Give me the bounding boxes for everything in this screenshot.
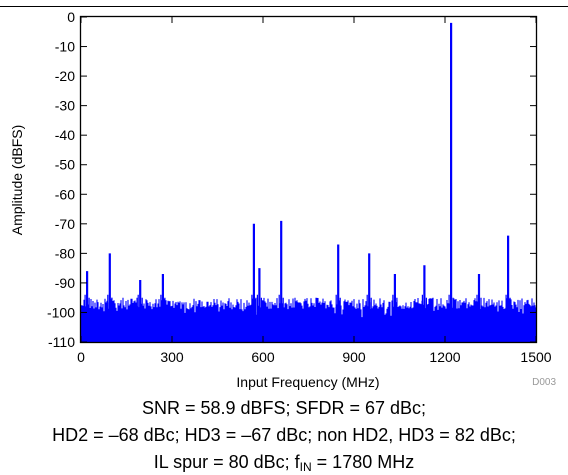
x-tick-label: 0 (77, 349, 85, 365)
spur-skirt (160, 294, 166, 342)
noise-floor (80, 297, 537, 342)
y-tick-label: -90 (55, 275, 75, 291)
spur-skirt (392, 294, 398, 342)
x-tick-label: 1200 (429, 349, 460, 365)
y-axis-label: Amplitude (dBFS) (9, 125, 25, 235)
spur-skirt (251, 294, 257, 342)
y-tick-label: -40 (55, 127, 75, 143)
spur-skirt (505, 294, 511, 342)
y-tick-labels: 0 -10 -20 -30 -40 -50 -60 -70 -80 -90 -100 -110 (47, 9, 75, 350)
spur-skirt (84, 294, 90, 342)
spur-skirt (335, 294, 341, 342)
y-tick-label: -80 (55, 245, 75, 261)
y-tick-label: -10 (55, 39, 75, 55)
y-tick-label: -100 (47, 304, 75, 320)
x-tick-label: 600 (251, 349, 275, 365)
spur-skirt (476, 294, 482, 342)
spur-skirt (448, 294, 454, 342)
y-tick-label: 0 (67, 9, 75, 25)
x-tick-label: 900 (342, 349, 366, 365)
plot-frame (79, 15, 538, 344)
spur-skirt (366, 294, 372, 342)
x-tick-label: 300 (160, 349, 184, 365)
caption-line-1: SNR = 58.9 dBFS; SFDR = 67 dBc; (141, 398, 427, 418)
y-tick-label: -110 (48, 334, 75, 350)
caption-line-3: IL spur = 80 dBc; fIN = 1780 MHz (0, 450, 568, 475)
spur-skirt (256, 294, 262, 342)
figure-id: D003 (532, 377, 556, 388)
caption-line-3-suffix: = 1780 MHz (311, 452, 415, 472)
x-axis-label: Input Frequency (MHz) (236, 374, 379, 390)
y-tick-label: -20 (55, 68, 75, 84)
spectrum-trace (80, 22, 537, 342)
spur-skirt (107, 294, 113, 342)
spur-skirt (137, 294, 143, 342)
x-tick-label: 1500 (520, 349, 551, 365)
x-tick-labels: 0 300 600 900 1200 1500 (77, 349, 552, 365)
caption-fin-subscript: IN (299, 460, 312, 474)
spur-skirt (421, 294, 427, 342)
y-tick-label: -60 (55, 186, 75, 202)
y-tick-label: -50 (55, 157, 75, 173)
spur-skirt (278, 294, 284, 342)
caption-line-2: HD2 = –68 dBc; HD3 = –67 dBc; non HD2, H… (52, 425, 516, 445)
y-tick-label: -70 (55, 216, 75, 232)
y-tick-label: -30 (55, 98, 75, 114)
caption-line-3-prefix: IL spur = 80 dBc; f (153, 452, 300, 472)
axis-ticks (80, 16, 537, 343)
